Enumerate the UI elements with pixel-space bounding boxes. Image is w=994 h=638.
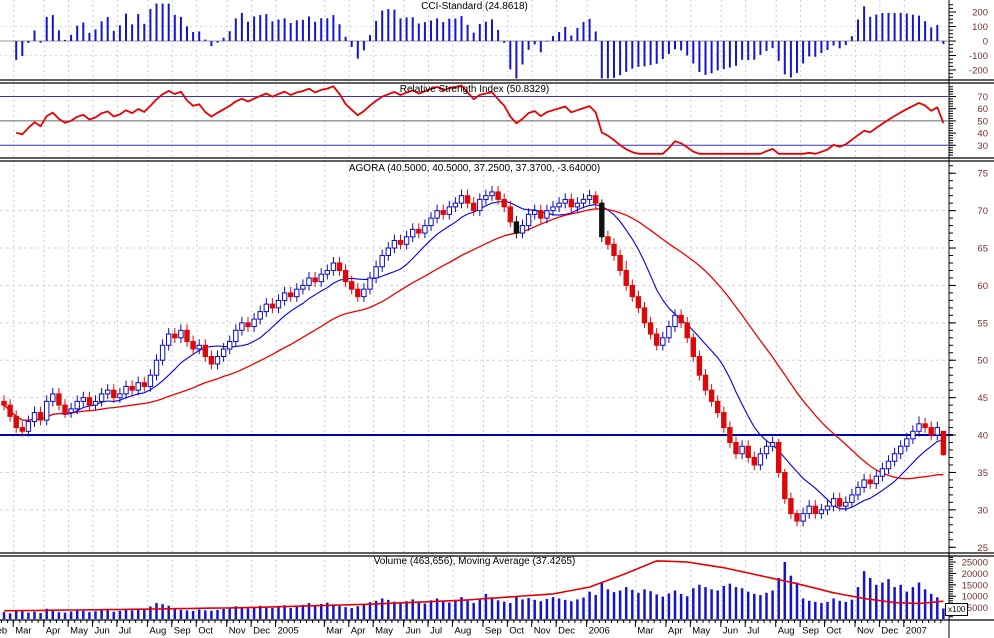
svg-text:55: 55 [977,318,988,329]
svg-text:0: 0 [983,37,988,48]
volume-scale-multiplier-badge: x100 [945,603,969,616]
svg-text:Sep: Sep [174,626,191,637]
svg-text:30: 30 [977,141,988,152]
price-panel [0,200,953,511]
svg-text:60: 60 [977,104,988,115]
rsi-panel [0,84,948,155]
svg-text:-100: -100 [969,51,988,62]
rsi-line [15,84,945,155]
volume-ma-line [3,560,944,612]
svg-text:45: 45 [977,393,988,404]
svg-text:Oct: Oct [509,626,524,637]
svg-text:2005: 2005 [278,626,299,637]
svg-text:Feb: Feb [0,626,7,637]
svg-text:Jun: Jun [723,626,738,637]
svg-text:Apr: Apr [351,626,366,637]
svg-text:50: 50 [977,116,988,127]
svg-text:70: 70 [977,92,988,103]
svg-text:70: 70 [977,206,988,217]
svg-text:40: 40 [977,129,988,140]
svg-text:Jun: Jun [95,626,110,637]
svg-text:Jul: Jul [747,626,759,637]
svg-text:Aug: Aug [778,626,795,637]
svg-text:Dec: Dec [558,626,575,637]
svg-text:Oct: Oct [827,626,842,637]
price-ma-long [3,208,944,480]
svg-text:30: 30 [977,505,988,516]
svg-text:40: 40 [977,431,988,442]
svg-text:50: 50 [977,356,988,367]
svg-text:Oct: Oct [198,626,213,637]
svg-text:Mar: Mar [326,626,342,637]
svg-text:-200: -200 [969,66,988,77]
svg-text:Nov: Nov [857,626,874,637]
svg-text:Mar: Mar [637,626,653,637]
svg-text:25000: 25000 [962,558,988,569]
volume-panel [2,560,945,619]
svg-text:2007: 2007 [906,626,927,637]
time-axis [1,620,942,627]
svg-text:Jul: Jul [430,626,442,637]
svg-text:Apr: Apr [668,626,683,637]
svg-text:65: 65 [977,244,988,255]
vertical-gridlines [13,0,905,620]
svg-text:Apr: Apr [46,626,61,637]
svg-text:60: 60 [977,281,988,292]
cci-panel [0,3,948,79]
svg-text:May: May [375,626,393,637]
right-axis [949,4,956,618]
svg-text:Nov: Nov [229,626,246,637]
price-ma-short [3,200,944,510]
svg-text:15000: 15000 [962,580,988,591]
svg-text:35: 35 [977,468,988,479]
svg-text:2006: 2006 [589,626,610,637]
svg-text:Aug: Aug [149,626,166,637]
svg-text:Nov: Nov [534,626,551,637]
svg-text:Jul: Jul [119,626,131,637]
svg-text:Mar: Mar [15,626,31,637]
svg-text:Sep: Sep [802,626,819,637]
svg-text:25: 25 [977,543,988,554]
candles [1,185,947,527]
svg-text:100: 100 [972,22,988,33]
svg-text:Jun: Jun [406,626,421,637]
svg-text:5000: 5000 [967,603,988,614]
svg-text:Sep: Sep [485,626,502,637]
svg-text:Dec: Dec [881,626,898,637]
svg-text:10000: 10000 [962,592,988,603]
svg-text:May: May [70,626,88,637]
svg-text:20000: 20000 [962,569,988,580]
svg-text:Aug: Aug [454,626,471,637]
svg-text:May: May [692,626,710,637]
svg-text:75: 75 [977,169,988,180]
svg-text:200: 200 [972,8,988,19]
svg-text:Dec: Dec [253,626,270,637]
